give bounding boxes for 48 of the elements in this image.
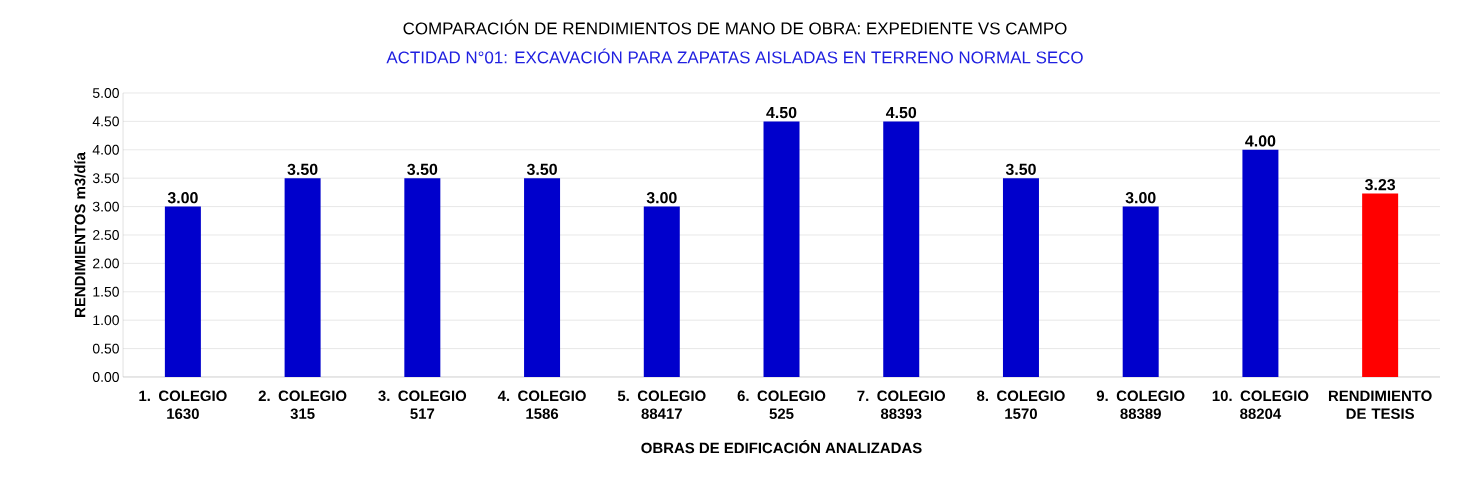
data-label: 4.50 — [885, 106, 917, 119]
data-label: 3.50 — [1005, 163, 1036, 175]
data-label: 3.00 — [1125, 192, 1156, 204]
chart-title: COMPARACIÓN DE RENDIMIENTOS DE MANO DE OBRA: EXPEDIENTE VS CAMPO — [403, 19, 1067, 35]
data-label: 3.00 — [646, 192, 677, 204]
data-label: 3.00 — [167, 192, 198, 204]
x-tick-label: 9. COLEGIO 88389 — [1096, 390, 1185, 420]
y-tick-label: 0.50 — [92, 343, 119, 354]
bar — [883, 121, 920, 377]
bar — [404, 178, 441, 377]
y-tick-label: 4.50 — [92, 116, 119, 127]
data-label: 3.50 — [287, 163, 318, 175]
y-tick-label: 2.50 — [93, 230, 119, 240]
x-tick-label: 6. COLEGIO 525 — [737, 390, 826, 420]
x-tick-label: 2. COLEGIO 315 — [258, 390, 347, 420]
x-tick-label: 7. COLEGIO 88393 — [857, 390, 946, 420]
bar — [1002, 178, 1039, 377]
data-label: 3.23 — [1364, 179, 1396, 191]
bar — [763, 121, 800, 377]
y-tick-label: 5.00 — [92, 88, 119, 98]
x-tick-label: 1. COLEGIO 1630 — [139, 390, 227, 420]
bar — [1122, 206, 1159, 377]
bar — [284, 178, 321, 377]
y-axis-title: RENDIMIENTOS m3/día — [74, 152, 86, 317]
chart-subtitle: ACTIDAD N°01: EXCAVACIÓN PARA ZAPATAS AISLADAS EN TERRENO NORMAL SECO — [386, 48, 1083, 64]
bar — [1242, 149, 1279, 377]
x-tick-label: 3. COLEGIO 517 — [378, 390, 467, 420]
data-label: 3.50 — [407, 163, 438, 175]
x-axis-title: OBRAS DE EDIFICACIÓN ANALIZADAS — [641, 439, 922, 454]
y-tick-label: 3.00 — [92, 201, 119, 212]
y-tick-label: 4.00 — [92, 144, 119, 155]
y-tick-label: 1.00 — [93, 315, 119, 326]
bar — [164, 206, 201, 377]
x-tick-label: 8. COLEGIO 1570 — [977, 390, 1065, 420]
bar — [643, 206, 680, 377]
bar — [1362, 193, 1399, 377]
y-tick-label: 2.00 — [93, 258, 119, 269]
data-label: 4.00 — [1245, 135, 1276, 147]
data-label: 4.50 — [766, 106, 797, 119]
data-label: 3.50 — [526, 163, 557, 175]
x-tick-label: 10. COLEGIO 88204 — [1212, 390, 1309, 420]
x-tick-label: 5. COLEGIO 88417 — [617, 390, 706, 420]
y-tick-label: 3.50 — [92, 173, 119, 184]
bar — [524, 178, 561, 377]
y-tick-label: 1.50 — [93, 286, 119, 297]
x-tick-label: RENDIMIENTO DE TESIS — [1328, 390, 1432, 420]
y-tick-label: 0.00 — [92, 372, 119, 382]
x-tick-label: 4. COLEGIO 1586 — [497, 390, 586, 420]
